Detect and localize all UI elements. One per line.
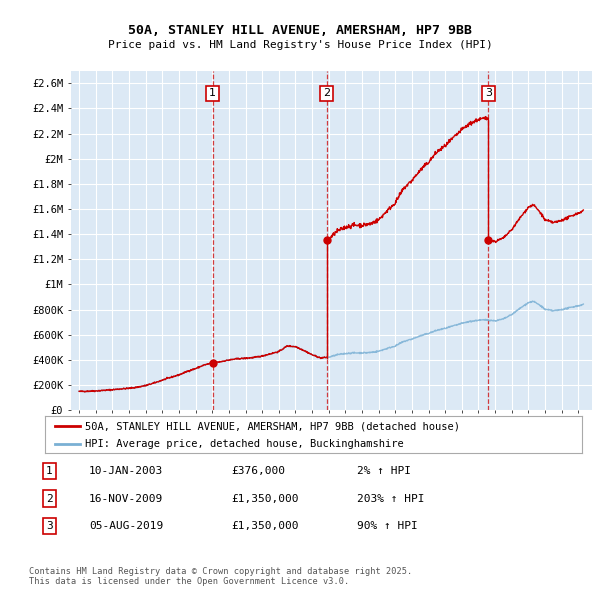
Text: 50A, STANLEY HILL AVENUE, AMERSHAM, HP7 9BB: 50A, STANLEY HILL AVENUE, AMERSHAM, HP7 … [128,24,472,37]
Text: 3: 3 [46,522,53,531]
Text: 16-NOV-2009: 16-NOV-2009 [89,494,163,503]
Text: 50A, STANLEY HILL AVENUE, AMERSHAM, HP7 9BB (detached house): 50A, STANLEY HILL AVENUE, AMERSHAM, HP7 … [85,421,460,431]
Text: 2: 2 [323,88,330,99]
Text: 1: 1 [209,88,216,99]
Text: £1,350,000: £1,350,000 [231,522,299,531]
Text: 05-AUG-2019: 05-AUG-2019 [89,522,163,531]
Text: Price paid vs. HM Land Registry's House Price Index (HPI): Price paid vs. HM Land Registry's House … [107,40,493,50]
Text: Contains HM Land Registry data © Crown copyright and database right 2025.
This d: Contains HM Land Registry data © Crown c… [29,567,412,586]
Text: 2% ↑ HPI: 2% ↑ HPI [357,466,411,476]
Text: 3: 3 [485,88,492,99]
Text: £376,000: £376,000 [231,466,285,476]
Text: £1,350,000: £1,350,000 [231,494,299,503]
Text: HPI: Average price, detached house, Buckinghamshire: HPI: Average price, detached house, Buck… [85,440,404,450]
Text: 203% ↑ HPI: 203% ↑ HPI [357,494,425,503]
Text: 10-JAN-2003: 10-JAN-2003 [89,466,163,476]
Text: 1: 1 [46,466,53,476]
Text: 2: 2 [46,494,53,503]
Text: 90% ↑ HPI: 90% ↑ HPI [357,522,418,531]
